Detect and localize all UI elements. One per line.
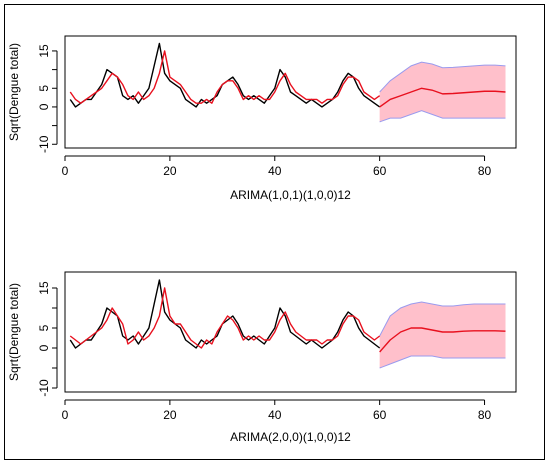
observed-series-line bbox=[69, 279, 381, 349]
x-tick-label: 80 bbox=[478, 408, 492, 422]
fitted-series-line bbox=[69, 50, 381, 104]
series-group bbox=[69, 279, 506, 353]
plot-area-box bbox=[64, 271, 517, 393]
forecast-lower-bound-line bbox=[379, 110, 506, 123]
y-tick-label: -10 bbox=[37, 135, 51, 153]
series-group bbox=[69, 42, 506, 108]
x-tick-label: 80 bbox=[478, 164, 492, 178]
forecast-interval-band bbox=[379, 62, 506, 122]
x-tick-label: 40 bbox=[268, 164, 282, 178]
y-axis-title: Sqrt(Dengue total) bbox=[7, 283, 21, 381]
forecast-series-line bbox=[379, 87, 506, 108]
y-tick-label: -10 bbox=[37, 379, 51, 397]
y-tick-label: 0 bbox=[37, 344, 51, 351]
y-tick-label: 5 bbox=[37, 324, 51, 331]
forecast-band-group bbox=[379, 61, 506, 123]
x-tick-label: 20 bbox=[163, 408, 177, 422]
forecast-band-group bbox=[379, 301, 506, 369]
observed-series-line bbox=[69, 42, 381, 108]
forecast-lower-bound-line bbox=[379, 355, 506, 369]
fitted-series-line bbox=[69, 287, 381, 349]
x-tick-label: 60 bbox=[373, 408, 387, 422]
forecast-series-line bbox=[379, 327, 506, 353]
forecast-interval-band bbox=[379, 302, 506, 368]
x-axis-title: ARIMA(2,0,0)(1,0,0)12 bbox=[230, 430, 351, 444]
y-tick-label: 15 bbox=[37, 281, 51, 295]
x-tick-label: 40 bbox=[268, 408, 282, 422]
x-tick-label: 0 bbox=[62, 164, 69, 178]
x-tick-label: 20 bbox=[163, 164, 177, 178]
y-axis-title: Sqrt(Dengue total) bbox=[7, 43, 21, 141]
forecast-upper-bound-line bbox=[379, 301, 506, 337]
y-axis: -10 0 5 15 bbox=[37, 44, 58, 153]
y-tick-label: 15 bbox=[37, 44, 51, 58]
forecast-upper-bound-line bbox=[379, 61, 506, 93]
x-tick-label: 0 bbox=[62, 408, 69, 422]
x-axis-title: ARIMA(1,0,1)(1,0,0)12 bbox=[230, 188, 351, 202]
y-tick-label: 5 bbox=[37, 85, 51, 92]
x-axis: 0 20 40 60 80 bbox=[62, 399, 492, 422]
y-axis: -10 0 5 15 bbox=[37, 281, 58, 397]
x-axis: 0 20 40 60 80 bbox=[62, 155, 492, 178]
x-tick-label: 60 bbox=[373, 164, 387, 178]
y-tick-label: 0 bbox=[37, 103, 51, 110]
plot-area-box bbox=[64, 35, 517, 149]
